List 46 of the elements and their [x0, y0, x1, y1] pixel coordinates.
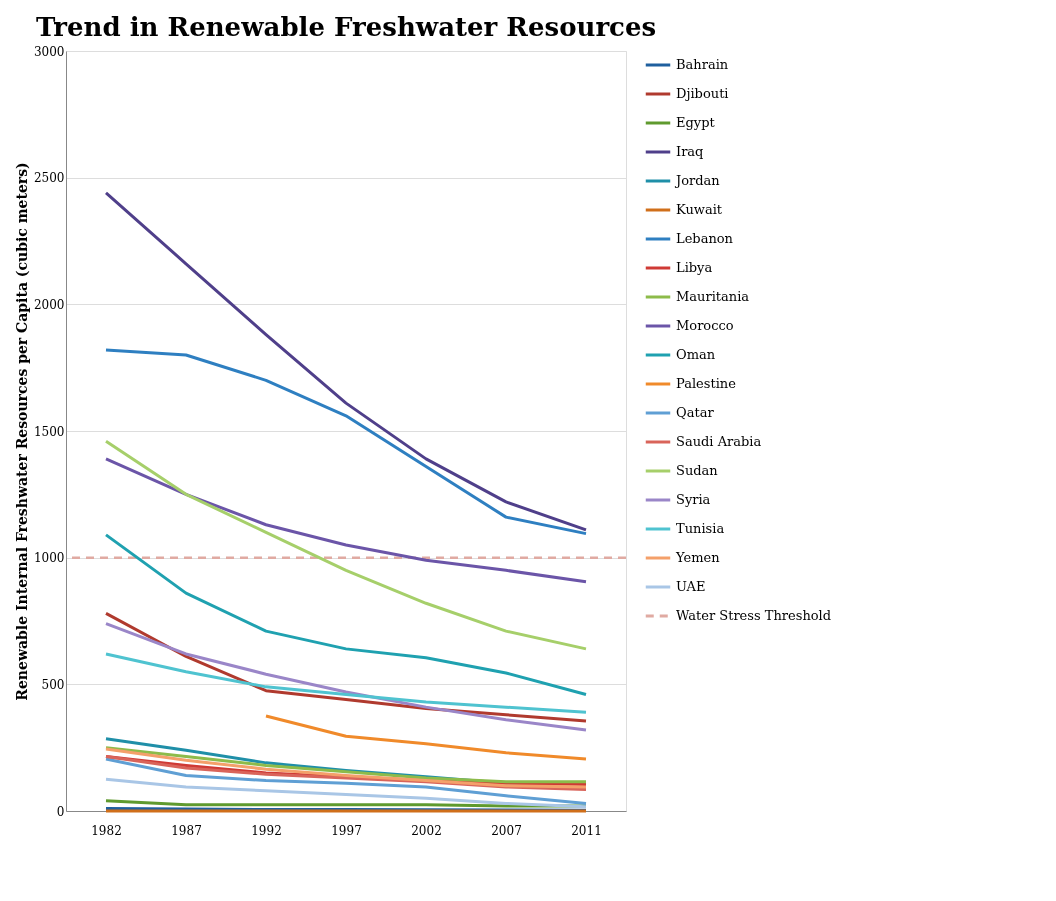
- legend-label: Oman: [676, 347, 716, 362]
- x-tick-label: 1982: [91, 823, 122, 838]
- legend-label: Egypt: [676, 115, 716, 130]
- legend-label: Lebanon: [676, 231, 734, 246]
- y-axis-title: Renewable Internal Freshwater Resources per Capita (cubic meters): [13, 162, 30, 701]
- x-tick-label: 2002: [411, 823, 442, 838]
- line-series: [264, 714, 588, 761]
- y-tick-label: 1000: [33, 551, 65, 566]
- legend-label: Morocco: [676, 318, 734, 333]
- legend-label: Iraq: [676, 144, 704, 159]
- y-tick-label: 2500: [33, 171, 65, 186]
- line-series: [104, 652, 588, 714]
- legend-label: Djibouti: [676, 86, 729, 101]
- line-series: [104, 777, 588, 809]
- line-series: [104, 191, 588, 532]
- y-tick-label: 3000: [33, 44, 65, 59]
- chart-title: Trend in Renewable Freshwater Resources: [35, 12, 657, 42]
- x-tick-label: 1987: [171, 823, 202, 838]
- y-tick-label: 2000: [33, 297, 65, 312]
- x-tick-label: 1997: [331, 823, 362, 838]
- legend-label: Libya: [676, 260, 713, 275]
- legend-label: Water Stress Threshold: [676, 608, 832, 623]
- x-tick-label: 2011: [571, 823, 602, 838]
- legend-label: Qatar: [676, 405, 715, 420]
- line-series: [104, 757, 588, 805]
- line-series: [104, 622, 588, 732]
- y-tick-label: 500: [41, 677, 65, 692]
- legend-label: Yemen: [675, 550, 721, 565]
- legend-label: Palestine: [676, 376, 737, 391]
- legend-label: Mauritania: [676, 289, 750, 304]
- legend-label: Saudi Arabia: [676, 434, 762, 449]
- legend-label: Sudan: [676, 463, 719, 478]
- legend-label: UAE: [676, 579, 706, 594]
- x-tick-label: 2007: [491, 823, 522, 838]
- legend-label: Kuwait: [676, 202, 723, 217]
- y-tick-label: 0: [56, 804, 65, 819]
- legend-label: Syria: [676, 492, 711, 507]
- line-series: [104, 533, 588, 696]
- x-tick-label: 1992: [251, 823, 282, 838]
- line-series: [104, 439, 588, 651]
- legend-label: Bahrain: [676, 57, 729, 72]
- line-series: [104, 457, 588, 584]
- legend-label: Tunisia: [676, 521, 725, 536]
- legend-label: Jordan: [674, 173, 721, 188]
- line-series: [104, 348, 588, 536]
- y-tick-label: 1500: [33, 424, 65, 439]
